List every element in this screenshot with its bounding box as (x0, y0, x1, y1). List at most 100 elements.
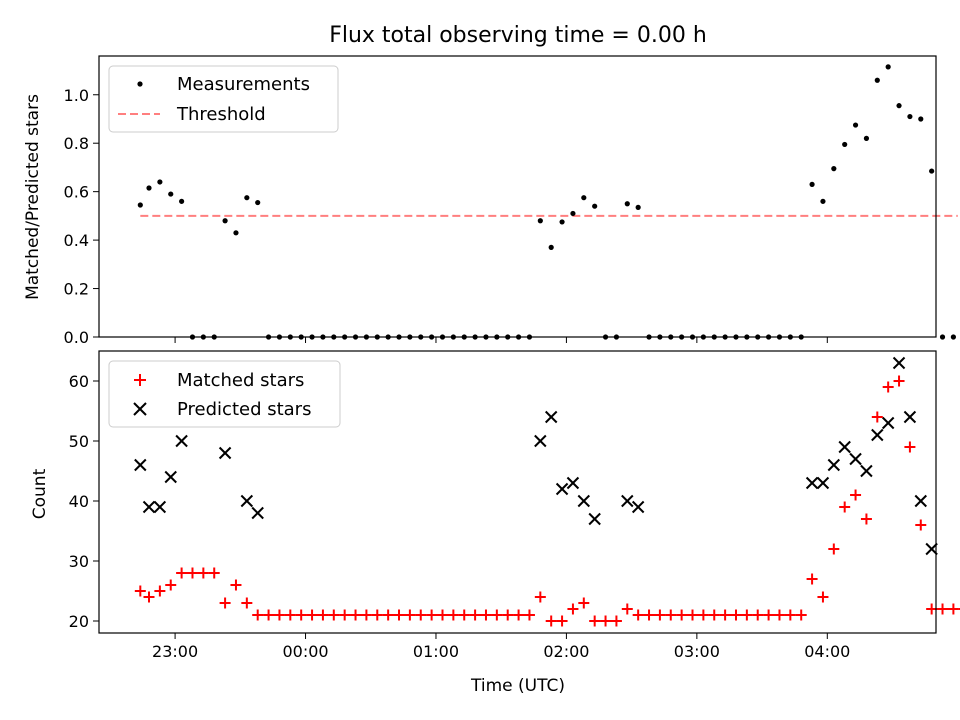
measurement-point (548, 244, 554, 250)
matched-star-point (134, 585, 146, 597)
matched-star-point (263, 609, 275, 621)
top-ytick-label: 0.8 (64, 134, 89, 153)
measurement-point (592, 203, 598, 209)
matched-star-point (741, 609, 753, 621)
measurement-point (222, 218, 228, 224)
matched-star-point (415, 609, 427, 621)
matched-star-point (795, 609, 807, 621)
matched-star-point (643, 609, 655, 621)
predicted-star-point (218, 446, 232, 460)
matched-star-point (839, 501, 851, 513)
matched-star-point (186, 567, 198, 579)
bottom-y-axis-label: Count (30, 468, 50, 519)
predicted-star-point (871, 428, 884, 442)
bottom-xtick-label: 23:00 (152, 642, 198, 661)
matched-star-point (273, 609, 285, 621)
measurement-point (885, 64, 891, 70)
top-ytick-label: 1.0 (64, 86, 89, 105)
matched-star-point (697, 609, 709, 621)
bottom-series-layer (134, 356, 960, 627)
measurement-point (137, 202, 143, 208)
top-y-ticks: 0.0 0.2 0.4 0.6 0.8 1.0 (64, 86, 99, 347)
matched-star-point (447, 609, 459, 621)
matched-star-point (426, 609, 438, 621)
matched-star-point (937, 603, 949, 615)
legend-matched-marker (134, 374, 146, 386)
matched-star-point (828, 543, 840, 555)
bottom-ytick-label: 30 (69, 552, 89, 571)
measurement-point (537, 218, 543, 224)
predicted-star-point (544, 410, 558, 424)
predicted-star-point (838, 440, 851, 454)
measurement-point (831, 166, 837, 172)
matched-star-point (610, 615, 622, 627)
matched-star-point (654, 609, 666, 621)
matched-star-point (752, 609, 764, 621)
matched-star-point (328, 609, 340, 621)
measurement-point (255, 199, 261, 206)
matched-star-point (632, 609, 644, 621)
matched-star-point (339, 609, 351, 621)
bottom-legend-box (108, 360, 341, 428)
legend-matched-label: Matched stars (177, 370, 304, 391)
matched-star-point (665, 609, 677, 621)
top-ytick-label: 0.2 (64, 280, 89, 299)
matched-star-point (860, 513, 872, 525)
matched-star-point (480, 609, 492, 621)
matched-star-point (469, 609, 481, 621)
matched-star-point (208, 567, 220, 579)
measurement-point (863, 135, 870, 141)
measurement-point (635, 204, 641, 211)
matched-star-point (317, 609, 329, 621)
predicted-star-point (631, 500, 645, 514)
measurement-point (179, 198, 185, 204)
matched-star-point (600, 615, 612, 627)
predicted-star-point (588, 512, 601, 526)
measurement-point (168, 191, 174, 197)
predicted-star-point (164, 470, 177, 484)
measurement-point (852, 122, 859, 128)
matched-star-point (458, 609, 470, 621)
matched-star-point (502, 609, 514, 621)
matched-star-point (545, 615, 557, 627)
matched-star-point (306, 609, 318, 621)
measurement-point (244, 195, 250, 201)
legend-measurements-marker (137, 81, 143, 87)
predicted-star-point (153, 500, 167, 514)
matched-star-point (589, 615, 601, 627)
measurement-point (820, 198, 826, 204)
matched-star-point (784, 609, 796, 621)
legend-threshold-label: Threshold (176, 104, 266, 125)
measurement-point (929, 168, 935, 174)
predicted-star-point (621, 494, 634, 508)
matched-star-point (513, 609, 525, 621)
predicted-star-point (134, 458, 147, 472)
matched-star-point (806, 573, 818, 585)
matched-star-point (773, 609, 785, 621)
bottom-ytick-label: 60 (69, 372, 89, 391)
measurement-point (939, 334, 946, 340)
predicted-star-point (827, 458, 841, 472)
top-legend: Measurements Threshold (108, 65, 339, 133)
predicted-star-point (892, 356, 906, 370)
matched-star-point (676, 609, 688, 621)
predicted-star-point (860, 464, 873, 478)
matched-star-point (165, 579, 177, 591)
matched-star-point (926, 603, 938, 615)
top-axes-frame (98, 55, 937, 338)
bottom-xtick-label: 01:00 (413, 642, 459, 661)
predicted-star-point (849, 452, 862, 466)
matched-star-point (915, 519, 927, 531)
measurement-point (233, 230, 239, 236)
top-ytick-label: 0.6 (64, 183, 89, 202)
matched-star-point (404, 609, 416, 621)
x-axis-label: Time (UTC) (470, 676, 565, 696)
matched-star-point (850, 489, 862, 501)
matched-star-point (947, 603, 959, 615)
measurement-point (907, 113, 913, 120)
predicted-star-point (577, 494, 591, 508)
legend-predicted-label: Predicted stars (177, 399, 311, 420)
matched-star-point (360, 609, 372, 621)
top-panel: 0.0 0.2 0.4 0.6 0.8 1.0 Matched/Predicted sta… (23, 55, 958, 347)
matched-star-point (730, 609, 742, 621)
